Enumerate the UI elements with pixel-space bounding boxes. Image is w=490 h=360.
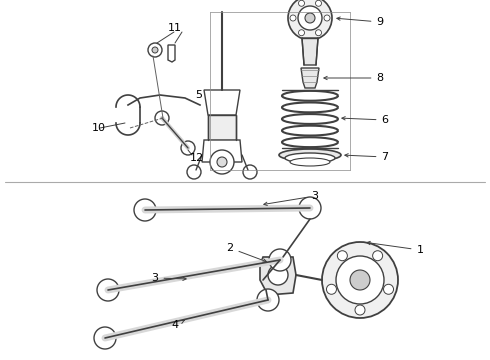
Polygon shape bbox=[208, 115, 236, 140]
Text: 3: 3 bbox=[264, 191, 318, 206]
Circle shape bbox=[257, 289, 279, 311]
Circle shape bbox=[324, 15, 330, 21]
Ellipse shape bbox=[285, 153, 335, 163]
Circle shape bbox=[210, 150, 234, 174]
Circle shape bbox=[298, 0, 304, 6]
Text: 5: 5 bbox=[195, 90, 202, 100]
Text: 1: 1 bbox=[367, 241, 423, 255]
Circle shape bbox=[243, 165, 257, 179]
Text: 7: 7 bbox=[345, 152, 389, 162]
Circle shape bbox=[181, 141, 195, 155]
Polygon shape bbox=[204, 90, 240, 115]
Text: 2: 2 bbox=[226, 243, 267, 262]
Circle shape bbox=[148, 43, 162, 57]
Text: 4: 4 bbox=[172, 320, 184, 330]
Circle shape bbox=[94, 327, 116, 349]
Circle shape bbox=[288, 0, 332, 40]
Circle shape bbox=[326, 284, 337, 294]
Polygon shape bbox=[302, 38, 318, 65]
Circle shape bbox=[372, 251, 383, 261]
Text: 6: 6 bbox=[342, 115, 389, 125]
Circle shape bbox=[187, 165, 201, 179]
Circle shape bbox=[269, 249, 291, 271]
Circle shape bbox=[316, 0, 321, 6]
Polygon shape bbox=[301, 68, 319, 88]
Text: 12: 12 bbox=[190, 153, 204, 163]
Circle shape bbox=[336, 256, 384, 304]
Text: 11: 11 bbox=[168, 23, 182, 33]
Circle shape bbox=[152, 47, 158, 53]
Circle shape bbox=[155, 111, 169, 125]
Text: 10: 10 bbox=[92, 123, 106, 133]
Circle shape bbox=[384, 284, 393, 294]
Circle shape bbox=[299, 197, 321, 219]
Polygon shape bbox=[168, 45, 175, 62]
Text: 9: 9 bbox=[337, 17, 384, 27]
Circle shape bbox=[338, 251, 347, 261]
Circle shape bbox=[298, 6, 322, 30]
Circle shape bbox=[97, 279, 119, 301]
Ellipse shape bbox=[290, 158, 330, 166]
Text: 8: 8 bbox=[324, 73, 384, 83]
Circle shape bbox=[268, 265, 288, 285]
Circle shape bbox=[290, 15, 296, 21]
Circle shape bbox=[134, 199, 156, 221]
Circle shape bbox=[305, 13, 315, 23]
Circle shape bbox=[217, 157, 227, 167]
Polygon shape bbox=[202, 140, 242, 162]
Circle shape bbox=[322, 242, 398, 318]
Circle shape bbox=[350, 270, 370, 290]
Text: 3: 3 bbox=[151, 273, 186, 283]
Polygon shape bbox=[260, 257, 296, 295]
Circle shape bbox=[298, 30, 304, 36]
Circle shape bbox=[355, 305, 365, 315]
Ellipse shape bbox=[279, 149, 341, 161]
Circle shape bbox=[316, 30, 321, 36]
